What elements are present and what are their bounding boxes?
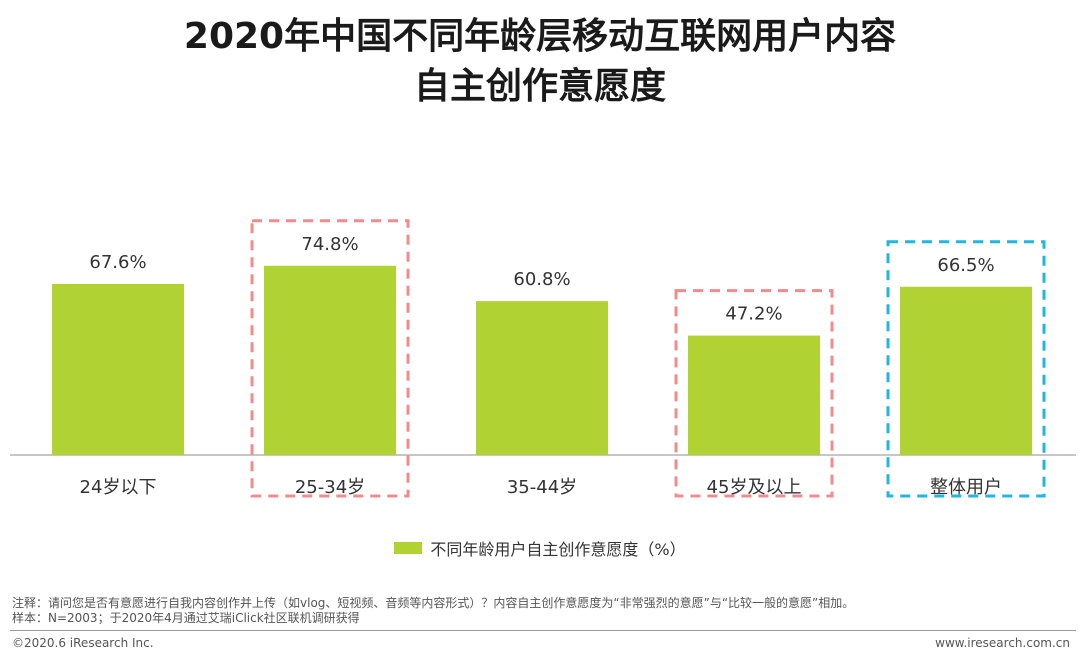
bar-chart: 67.6% 24岁以下 74.8% 25-34岁 60.8% 35-44岁 47.2% 45岁…	[10, 219, 1076, 498]
highlight-box-0	[250, 219, 410, 498]
data-label-1: 74.8%	[301, 234, 358, 255]
bar-0	[52, 283, 184, 455]
bar-1	[264, 265, 396, 455]
category-label-2: 35-44岁	[507, 477, 577, 498]
bar-3	[688, 335, 820, 455]
category-label-1: 25-34岁	[295, 477, 365, 498]
category-label-0: 24岁以下	[80, 477, 157, 498]
note-text: 注释：请问您是否有意愿进行自我内容创作并上传（如vlog、短视频、音频等内容形式…	[12, 596, 855, 610]
bar-4	[900, 286, 1032, 455]
highlight-box-2	[886, 240, 1046, 498]
data-label-2: 60.8%	[513, 269, 570, 290]
sample-text: 样本：N=2003；于2020年4月通过艾瑞iClick社区联机调研获得	[12, 611, 360, 625]
data-label-0: 67.6%	[89, 252, 146, 273]
data-label-4: 66.5%	[937, 255, 994, 276]
bar-2	[476, 301, 608, 455]
chart-title-line1: 2020年中国不同年龄层移动互联网用户内容	[183, 16, 897, 57]
data-label-3: 47.2%	[725, 304, 782, 325]
website-text: www.iresearch.com.cn	[935, 636, 1070, 650]
copyright-text: ©2020.6 iResearch Inc.	[12, 636, 154, 650]
category-label-3: 45岁及以上	[707, 477, 802, 498]
legend-label: 不同年龄用户自主创作意愿度（%）	[430, 540, 686, 559]
chart-title-line2: 自主创作意愿度	[413, 66, 666, 107]
chart-legend: 不同年龄用户自主创作意愿度（%）	[0, 536, 1080, 560]
footer-divider	[10, 630, 1076, 631]
highlight-box-1	[674, 289, 834, 498]
legend-swatch	[394, 542, 423, 554]
category-label-4: 整体用户	[930, 477, 1002, 498]
